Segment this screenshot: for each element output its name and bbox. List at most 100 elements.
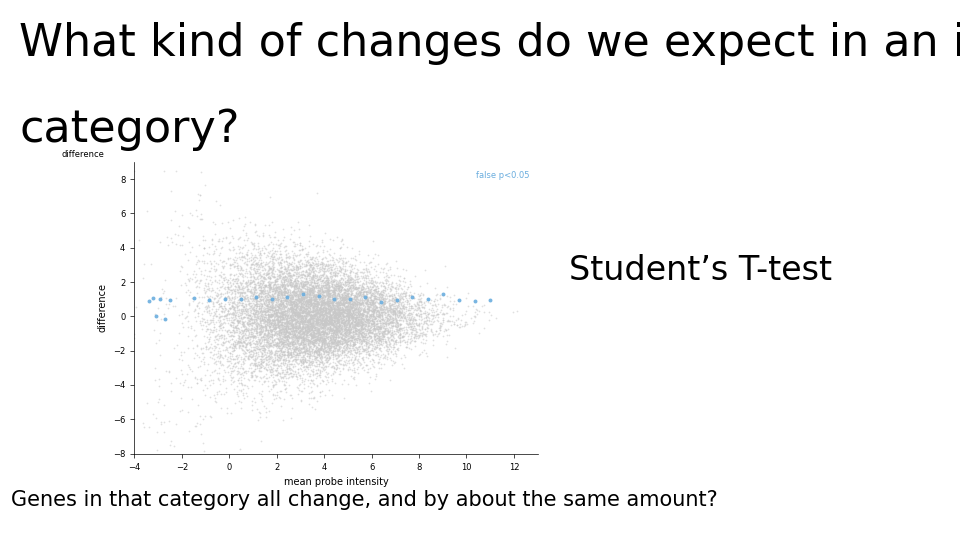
Point: [366, 321, 381, 330]
Point: [308, 291, 324, 300]
Point: [269, 274, 284, 283]
Point: [407, 322, 422, 330]
Point: [321, 295, 336, 304]
Point: [268, 286, 283, 294]
Point: [246, 350, 261, 359]
Point: [265, 303, 280, 312]
Point: [408, 314, 423, 323]
Point: [314, 336, 329, 345]
Point: [387, 311, 402, 320]
Point: [322, 288, 337, 297]
Point: [178, 281, 193, 289]
Point: [241, 348, 256, 356]
Point: [156, 275, 172, 284]
Point: [286, 282, 301, 291]
Point: [216, 341, 231, 349]
Point: [290, 336, 305, 345]
Point: [316, 242, 331, 251]
Point: [275, 359, 290, 368]
Point: [371, 321, 386, 330]
Point: [313, 307, 328, 315]
Point: [276, 342, 291, 350]
Point: [341, 277, 356, 286]
Point: [414, 296, 429, 305]
Point: [285, 327, 300, 335]
Point: [243, 265, 258, 274]
Point: [338, 295, 353, 304]
Point: [252, 279, 268, 287]
Point: [249, 351, 264, 360]
Point: [192, 191, 207, 199]
Point: [273, 352, 288, 361]
Point: [360, 315, 375, 324]
Point: [345, 310, 360, 319]
Point: [279, 258, 295, 266]
Point: [273, 268, 288, 276]
Point: [311, 309, 326, 318]
Point: [235, 253, 251, 262]
Point: [257, 306, 273, 315]
Point: [305, 293, 321, 301]
Point: [322, 327, 337, 336]
Point: [393, 321, 408, 329]
Point: [322, 272, 337, 281]
Point: [272, 356, 287, 364]
Point: [243, 312, 258, 321]
Point: [327, 264, 343, 273]
Point: [289, 298, 304, 306]
Point: [276, 282, 292, 291]
Point: [265, 265, 280, 274]
Point: [315, 361, 330, 369]
Point: [310, 301, 325, 309]
Point: [261, 322, 276, 330]
Point: [361, 332, 376, 341]
Point: [290, 317, 305, 326]
Point: [194, 357, 209, 366]
Point: [327, 260, 343, 269]
Point: [391, 326, 406, 334]
Point: [250, 309, 265, 318]
Point: [295, 299, 310, 307]
Point: [248, 282, 263, 291]
Point: [328, 325, 344, 333]
Point: [258, 320, 274, 328]
Point: [327, 319, 343, 327]
Point: [334, 335, 349, 343]
Point: [358, 320, 373, 329]
Point: [291, 334, 306, 342]
Point: [336, 300, 351, 309]
Point: [404, 335, 420, 344]
Point: [302, 284, 318, 292]
Point: [237, 316, 252, 325]
Point: [268, 287, 283, 295]
Point: [337, 335, 352, 344]
Point: [345, 297, 360, 306]
Point: [306, 284, 322, 293]
Point: [318, 307, 333, 315]
Point: [251, 265, 266, 273]
Point: [369, 284, 384, 293]
Point: [184, 294, 200, 302]
Point: [234, 296, 250, 305]
Point: [331, 359, 347, 367]
Point: [363, 327, 378, 336]
Point: [324, 296, 339, 305]
Point: [361, 347, 376, 355]
Point: [280, 272, 296, 281]
Point: [468, 307, 483, 316]
Point: [233, 330, 249, 339]
Point: [303, 293, 319, 301]
Point: [300, 315, 316, 324]
Point: [327, 296, 343, 305]
Point: [315, 280, 330, 289]
Point: [222, 253, 237, 262]
Point: [297, 293, 312, 302]
Point: [288, 327, 303, 336]
Point: [312, 321, 327, 329]
Point: [350, 306, 366, 315]
Point: [373, 315, 389, 323]
Point: [318, 287, 333, 295]
Point: [323, 310, 338, 319]
Point: [286, 340, 301, 348]
Point: [286, 347, 301, 355]
